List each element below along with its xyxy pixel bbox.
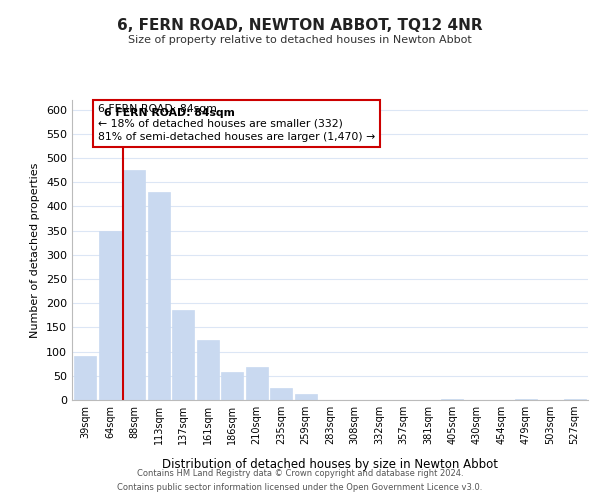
Bar <box>172 310 194 400</box>
Bar <box>515 398 536 400</box>
X-axis label: Distribution of detached houses by size in Newton Abbot: Distribution of detached houses by size … <box>162 458 498 471</box>
Text: 6 FERN ROAD: 84sqm
← 18% of detached houses are smaller (332)
81% of semi-detach: 6 FERN ROAD: 84sqm ← 18% of detached hou… <box>98 104 375 142</box>
Text: 6, FERN ROAD, NEWTON ABBOT, TQ12 4NR: 6, FERN ROAD, NEWTON ABBOT, TQ12 4NR <box>117 18 483 32</box>
Bar <box>74 356 97 400</box>
Text: Size of property relative to detached houses in Newton Abbot: Size of property relative to detached ho… <box>128 35 472 45</box>
Y-axis label: Number of detached properties: Number of detached properties <box>31 162 40 338</box>
Bar <box>221 372 243 400</box>
Bar <box>441 398 463 400</box>
Bar <box>148 192 170 400</box>
Text: Contains public sector information licensed under the Open Government Licence v3: Contains public sector information licen… <box>118 484 482 492</box>
Bar <box>563 398 586 400</box>
Text: Contains HM Land Registry data © Crown copyright and database right 2024.: Contains HM Land Registry data © Crown c… <box>137 468 463 477</box>
Bar <box>124 170 145 400</box>
Text: 6 FERN ROAD: 84sqm: 6 FERN ROAD: 84sqm <box>104 108 235 118</box>
Bar <box>245 367 268 400</box>
Bar <box>295 394 317 400</box>
Bar <box>197 340 219 400</box>
Bar <box>270 388 292 400</box>
Bar <box>99 230 121 400</box>
